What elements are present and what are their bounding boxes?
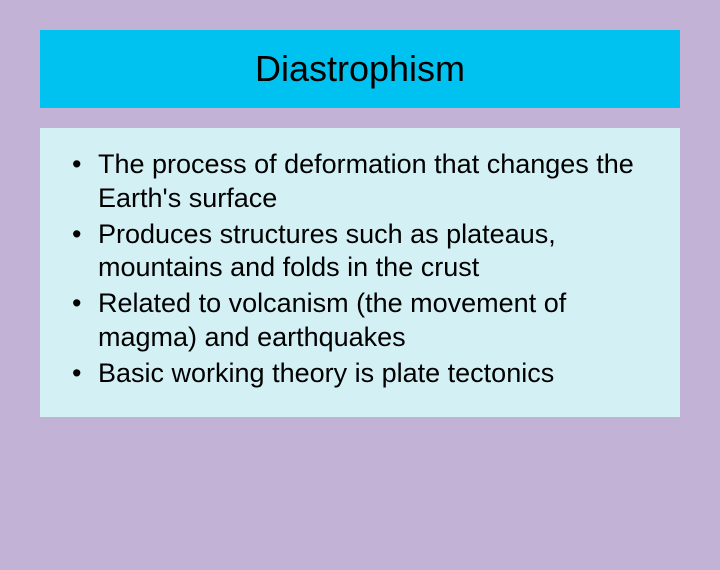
bullet-list: The process of deformation that changes … [70,148,650,390]
bullet-item: Produces structures such as plateaus, mo… [70,218,650,286]
title-box: Diastrophism [40,30,680,108]
bullet-item: Basic working theory is plate tectonics [70,357,650,391]
slide-title: Diastrophism [40,48,680,90]
content-box: The process of deformation that changes … [40,128,680,417]
bullet-item: Related to volcanism (the movement of ma… [70,287,650,355]
bullet-item: The process of deformation that changes … [70,148,650,216]
